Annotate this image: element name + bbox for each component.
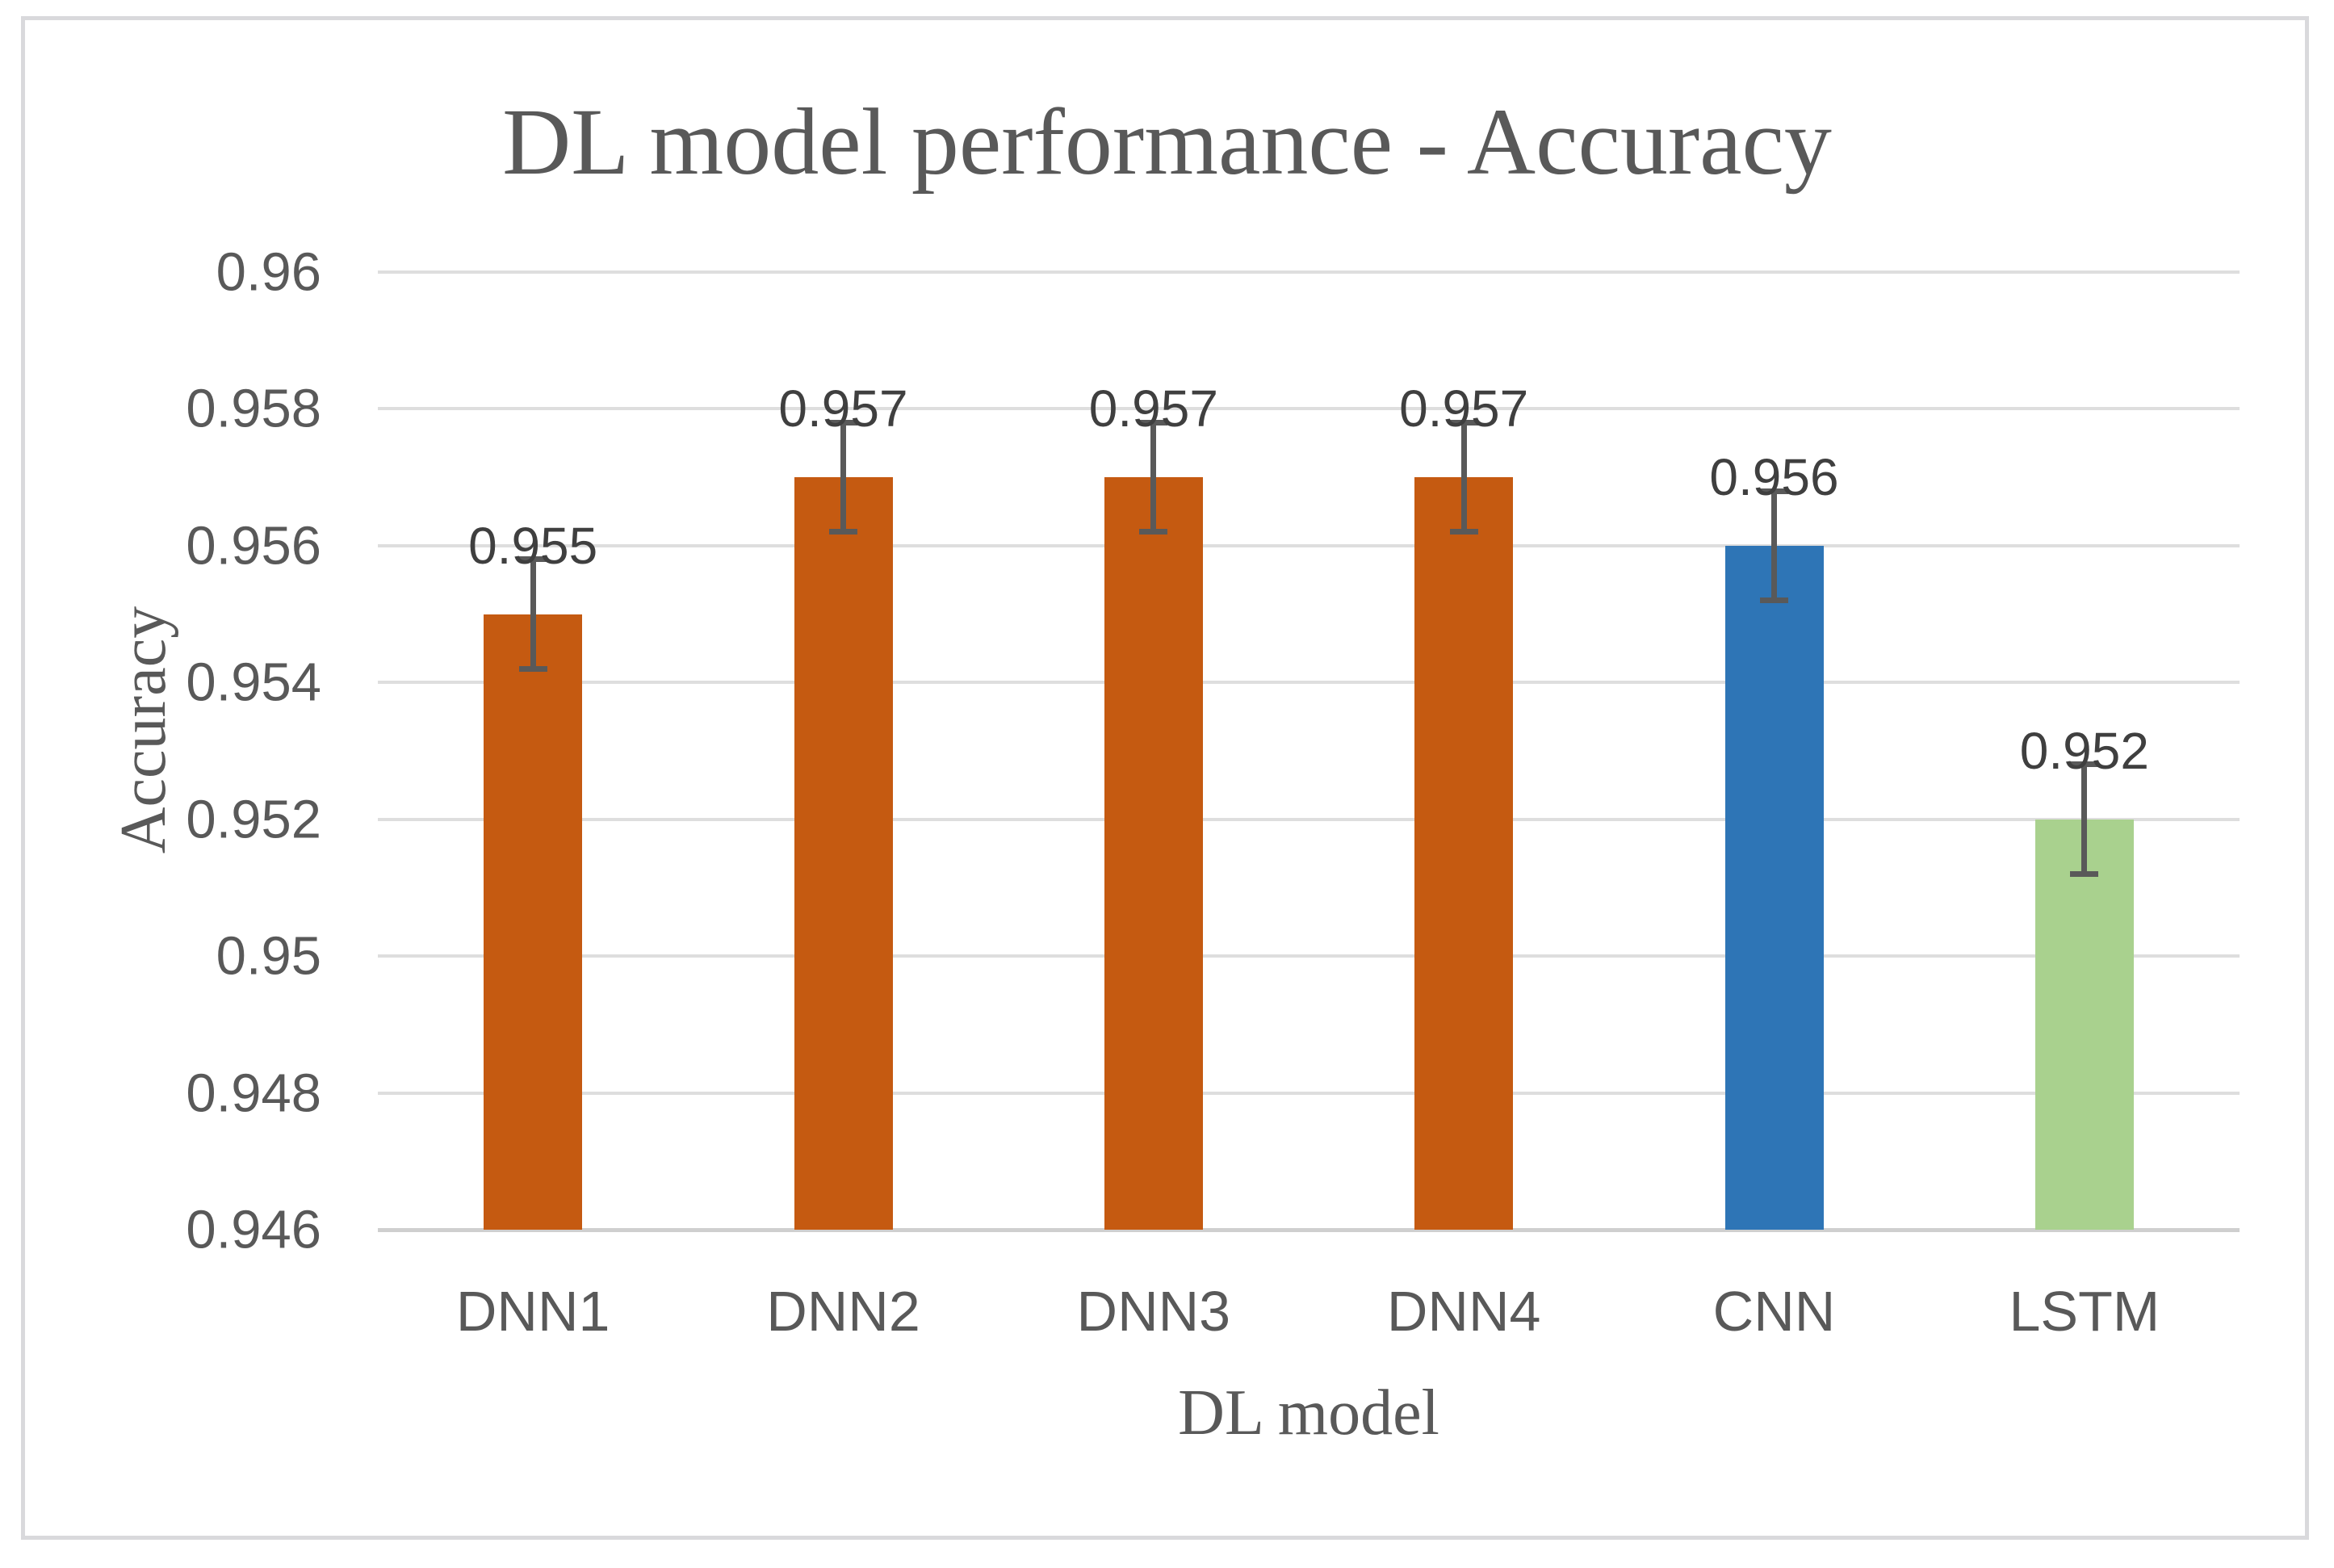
bar-lstm xyxy=(2034,819,2134,1230)
x-axis-line xyxy=(378,1228,2240,1232)
error-bar-bottom-cap xyxy=(1139,529,1168,535)
error-bar-cnn xyxy=(1771,491,1777,601)
error-bar-top-cap xyxy=(829,419,857,426)
error-bar-bottom-cap xyxy=(518,665,547,672)
gridline xyxy=(378,681,2240,685)
x-tick-label-dnn4: DNN4 xyxy=(1386,1280,1541,1343)
bar-dnn1 xyxy=(484,614,583,1230)
x-tick-label-cnn: CNN xyxy=(1712,1280,1836,1343)
y-tick-label: 0.946 xyxy=(186,1199,321,1260)
value-label-lstm: 0.952 xyxy=(2019,721,2149,780)
error-bar-dnn4 xyxy=(1460,422,1467,532)
gridline xyxy=(378,270,2240,274)
error-bar-top-cap xyxy=(1139,419,1168,426)
x-tick-label-dnn2: DNN2 xyxy=(766,1280,920,1343)
bar-dnn2 xyxy=(794,477,893,1230)
gridline xyxy=(378,407,2240,411)
error-bar-top-cap xyxy=(1449,419,1478,426)
error-bar-top-cap xyxy=(2070,761,2099,768)
gridline xyxy=(378,817,2240,821)
error-bar-bottom-cap xyxy=(829,529,857,535)
value-label-cnn: 0.956 xyxy=(1709,447,1839,506)
y-tick-label: 0.952 xyxy=(186,789,321,850)
value-label-dnn1: 0.955 xyxy=(468,516,598,575)
y-tick-label: 0.948 xyxy=(186,1063,321,1124)
error-bar-lstm xyxy=(2081,764,2088,874)
y-tick-label: 0.95 xyxy=(216,925,321,987)
error-bar-top-cap xyxy=(518,556,547,563)
error-bar-dnn2 xyxy=(840,422,846,532)
error-bar-dnn3 xyxy=(1150,422,1157,532)
x-tick-label-lstm: LSTM xyxy=(2009,1280,2160,1343)
x-tick-label-dnn1: DNN1 xyxy=(455,1280,610,1343)
error-bar-bottom-cap xyxy=(2070,870,2099,877)
gridline xyxy=(378,543,2240,547)
error-bar-bottom-cap xyxy=(1760,597,1788,604)
error-bar-dnn1 xyxy=(530,559,536,669)
y-tick-label: 0.958 xyxy=(186,378,321,439)
value-label-dnn4: 0.957 xyxy=(1399,379,1529,438)
gridline xyxy=(378,954,2240,958)
y-tick-label: 0.956 xyxy=(186,515,321,576)
value-label-dnn3: 0.957 xyxy=(1088,379,1218,438)
chart-frame-border xyxy=(21,16,2309,1540)
y-tick-label: 0.954 xyxy=(186,652,321,713)
x-axis-title: DL model xyxy=(1178,1377,1439,1449)
y-tick-label: 0.96 xyxy=(216,241,321,303)
gridline xyxy=(378,1091,2240,1095)
chart-title: DL model performance - Accuracy xyxy=(502,89,1832,195)
bar-cnn xyxy=(1724,545,1824,1230)
value-label-dnn2: 0.957 xyxy=(778,379,908,438)
bar-dnn3 xyxy=(1104,477,1203,1230)
error-bar-top-cap xyxy=(1760,488,1788,494)
error-bar-bottom-cap xyxy=(1449,529,1478,535)
bar-dnn4 xyxy=(1414,477,1514,1230)
x-tick-label-dnn3: DNN3 xyxy=(1076,1280,1231,1343)
